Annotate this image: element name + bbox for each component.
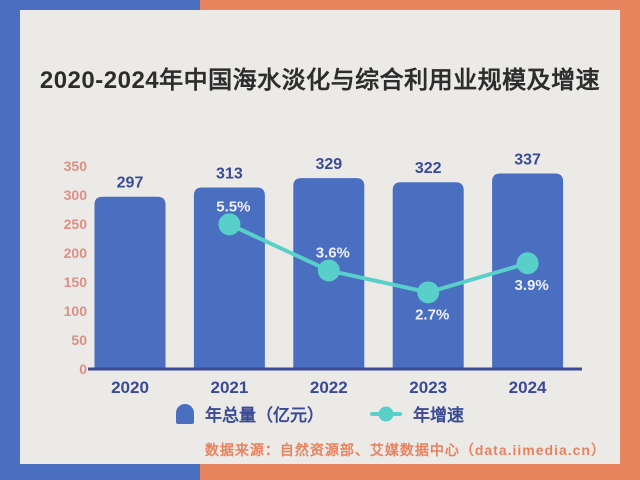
bar-value-label: 313 [216,165,243,182]
growth-marker [516,252,539,275]
growth-marker [417,281,440,304]
x-axis-category-label: 2022 [310,378,348,397]
y-axis-tick-label: 250 [64,216,88,232]
bar-value-label: 337 [514,152,541,169]
data-source-text: 数据来源：自然资源部、艾媒数据中心（data.iimedia.cn） [204,442,606,458]
y-axis-tick-label: 100 [64,303,88,319]
y-axis-tick-label: 50 [71,332,87,348]
x-axis-category-label: 2023 [409,378,447,397]
x-axis-category-label: 2020 [111,378,149,397]
y-axis-tick-label: 350 [64,158,88,174]
legend-label-growth: 年增速 [413,406,464,425]
growth-percent-label: 3.9% [514,277,548,294]
growth-percent-label: 5.5% [216,198,250,215]
x-axis-category-label: 2024 [509,378,547,397]
bar-series-swatch-icon [176,403,194,424]
bar-2023 [392,182,464,369]
line-series-swatch-icon [370,406,402,421]
growth-line [228,222,529,295]
y-axis-tick-label: 150 [64,274,88,290]
legend-item-growth: 年增速 [370,401,464,426]
bar-value-label: 322 [415,160,442,177]
y-axis-tick-label: 0 [79,361,87,377]
bar-value-label: 297 [117,175,144,192]
legend-item-total: 年总量（亿元） [176,401,324,426]
y-axis-tick-label: 300 [64,187,88,203]
bar-2020 [94,196,166,369]
line-dot-icon [378,406,394,421]
chart-title: 2020-2024年中国海水淡化与综合利用业规模及增速 [39,67,601,94]
x-axis-category-label: 2021 [210,378,248,397]
growth-percent-label: 2.7% [415,306,449,323]
growth-marker [317,259,340,282]
chart-canvas: 297 313 329 322 337 0 50 100 150 200 250 300 350 2020… [64,152,582,397]
chart-legend: 年总量（亿元） 年增速 [20,401,620,426]
legend-label-total: 年总量（亿元） [205,406,324,425]
growth-percent-label: 3.6% [316,245,350,262]
y-axis-tick-label: 200 [64,245,88,261]
growth-marker [218,213,241,236]
bar-value-label: 329 [315,156,342,173]
chart-card: 297 313 329 322 337 0 50 100 150 200 250 300 350 2020… [20,10,620,464]
